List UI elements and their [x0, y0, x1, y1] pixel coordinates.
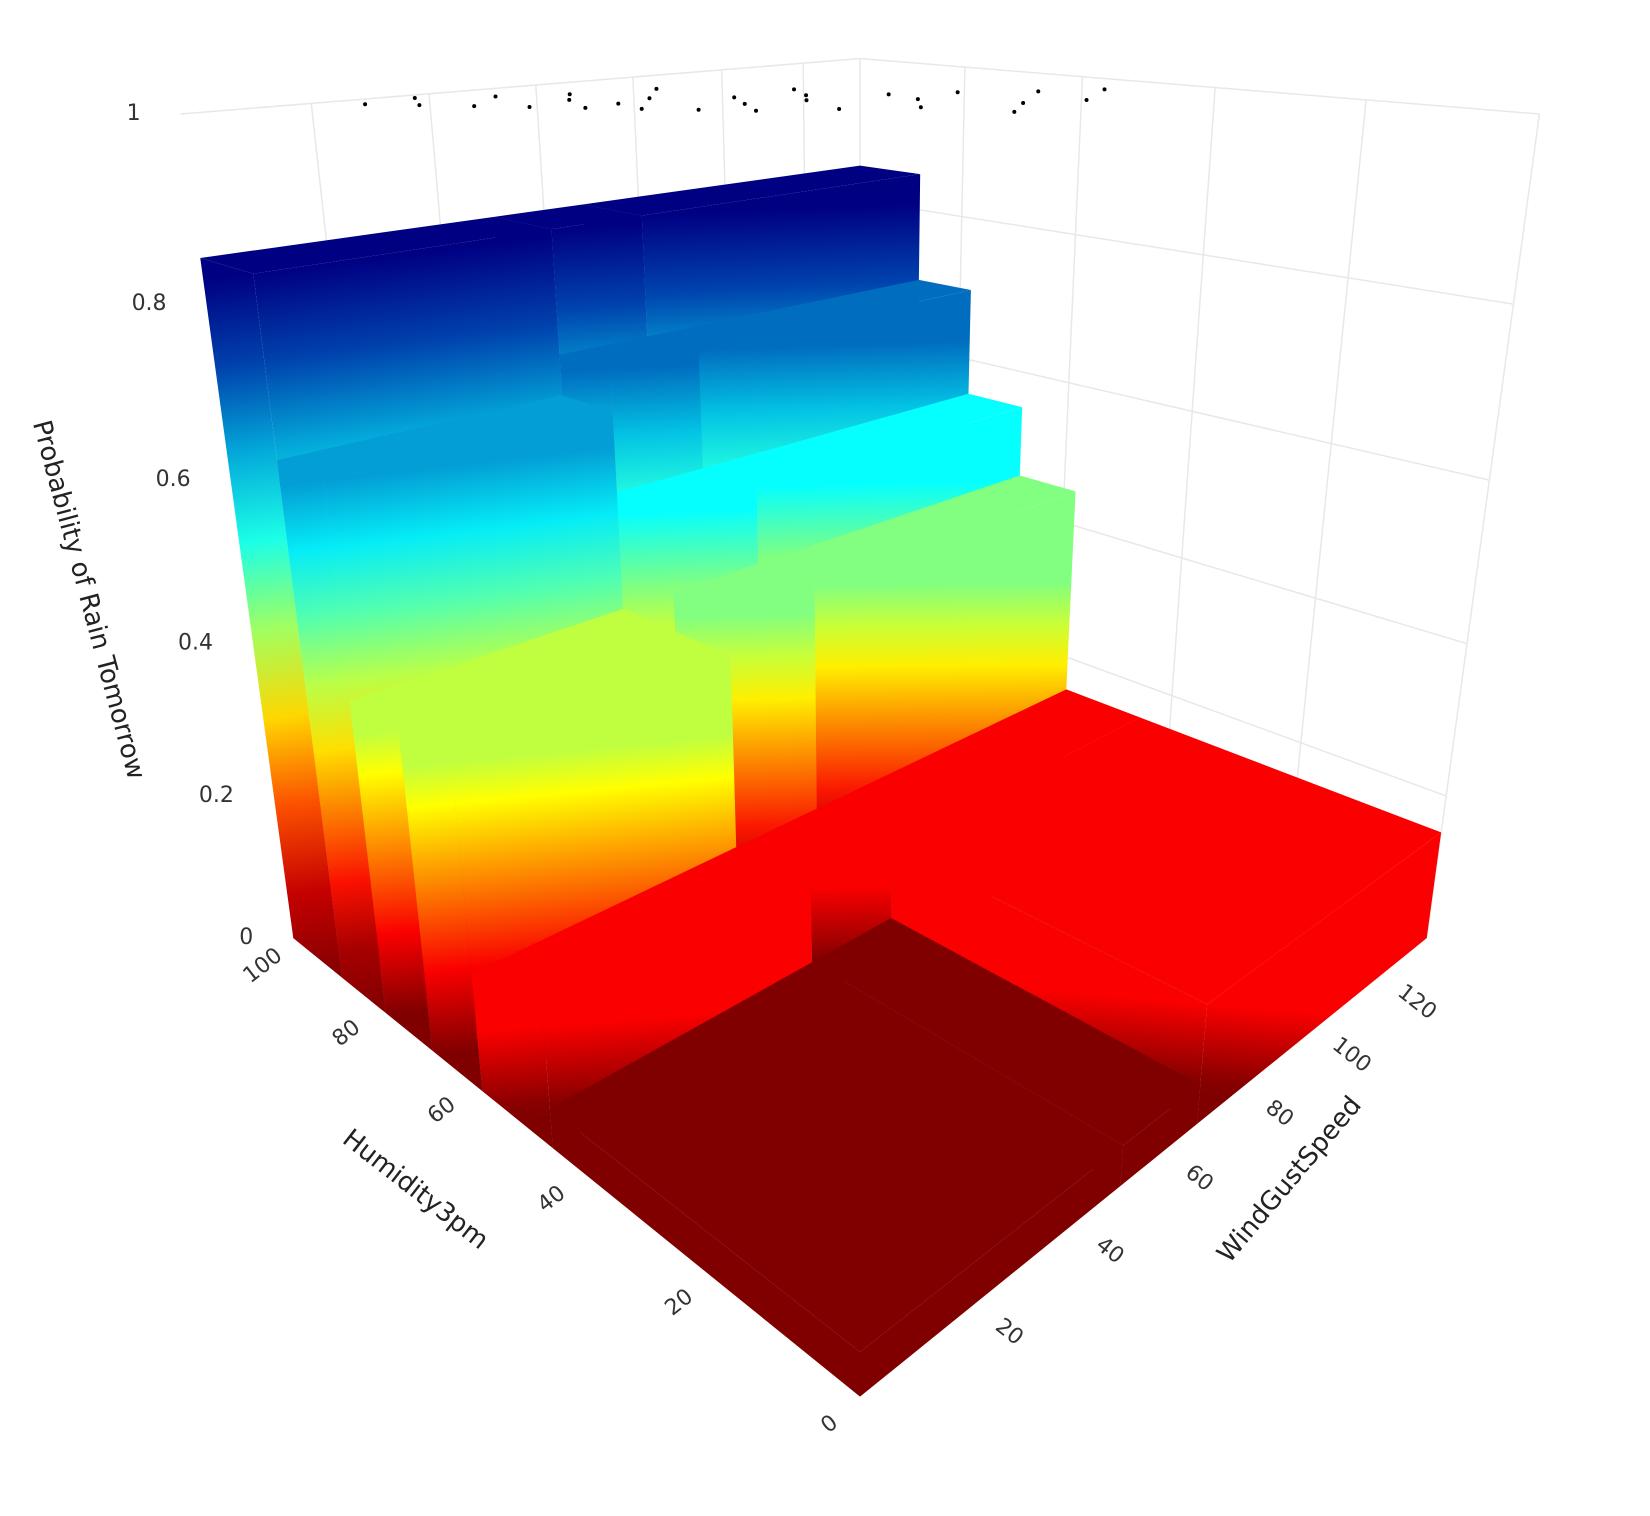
grid-line — [180, 57, 861, 115]
surface-top — [471, 847, 811, 1027]
scatter-point — [804, 93, 809, 98]
surface-top — [549, 962, 1124, 1352]
scatter-point — [1036, 89, 1041, 94]
grid-line — [1286, 99, 1367, 879]
surface-side — [549, 1108, 860, 1397]
z-tick-label: 0.6 — [156, 467, 191, 492]
surface-top — [559, 336, 699, 370]
scatter-point — [837, 106, 842, 111]
surface-side — [471, 973, 553, 1149]
z-tick-label: 0.8 — [132, 291, 167, 316]
surface-side — [1120, 1084, 1201, 1186]
y-tick-label: 80 — [1261, 1095, 1298, 1132]
scatter-point — [742, 101, 747, 106]
surface-side — [860, 1145, 1124, 1397]
surface-top — [758, 475, 1076, 586]
surface-top — [891, 717, 1442, 1005]
scatter-point — [754, 108, 759, 113]
surface-top — [349, 608, 676, 731]
x-tick-label: 20 — [661, 1284, 698, 1321]
surface-side — [200, 257, 343, 978]
scatter-point — [918, 105, 923, 110]
scatter-point — [1084, 98, 1089, 103]
z-axis-title: Probability of Rain Tomorrow — [26, 417, 151, 783]
grid-line — [1425, 113, 1541, 939]
y-tick-label: 40 — [1091, 1232, 1128, 1269]
scatter-point — [804, 98, 809, 103]
y-tick-label: 60 — [1180, 1160, 1217, 1197]
scatter-point — [567, 92, 572, 97]
scatter-point — [915, 97, 920, 102]
x-tick-label: 0 — [816, 1410, 842, 1438]
z-tick-label: 0.4 — [178, 631, 213, 656]
x-tick-label: 80 — [328, 1015, 365, 1052]
scatter-point — [472, 104, 477, 109]
surface-top — [276, 395, 613, 481]
grid-line — [1161, 87, 1216, 826]
scatter-point — [955, 90, 960, 95]
scatter-point — [363, 102, 368, 107]
surface-top — [673, 563, 815, 616]
scatter-point — [527, 104, 532, 109]
scatter-point — [792, 87, 797, 92]
scatter-point — [886, 92, 891, 97]
surface-side — [276, 460, 386, 1014]
scatter-point — [567, 97, 572, 102]
surface-top — [702, 393, 1023, 487]
scatter-point — [493, 94, 498, 99]
surface-top — [582, 165, 921, 216]
surface-top — [811, 918, 1201, 1146]
surface-side — [398, 730, 483, 1092]
y-tick-label: 100 — [1327, 1032, 1375, 1078]
x-axis-title: Humidity3pm — [337, 1124, 494, 1256]
scatter-point — [639, 106, 644, 111]
scatter-point — [412, 95, 417, 100]
x-tick-label: 40 — [533, 1181, 570, 1218]
z-tick-label: 1 — [127, 101, 141, 126]
surface-top — [616, 468, 757, 512]
scatter-point — [1012, 109, 1017, 114]
z-tick-label: 0.2 — [199, 783, 234, 808]
surface-top — [398, 631, 731, 762]
grid-line — [859, 199, 1514, 305]
surface-top — [493, 204, 642, 230]
scatter-point — [1102, 87, 1107, 92]
y-tick-label: 20 — [990, 1314, 1027, 1351]
scatter-point — [654, 86, 659, 91]
surface-side — [349, 701, 433, 1051]
x-tick-label: 60 — [423, 1092, 460, 1129]
scatter-point — [732, 95, 737, 100]
scatter-point — [417, 103, 422, 108]
surface-top — [816, 689, 1140, 847]
surface-top — [647, 279, 971, 351]
grid-line — [859, 57, 1540, 115]
scatter-point — [616, 101, 621, 106]
scatter-point — [647, 96, 652, 101]
z-tick-label: 0 — [239, 925, 253, 950]
surface-top — [200, 216, 552, 274]
scatter-point — [1021, 101, 1026, 106]
surface-top — [736, 808, 892, 889]
y-tick-label: 120 — [1393, 979, 1441, 1025]
surface-side — [1196, 832, 1442, 1125]
scatter-point — [583, 105, 588, 110]
scatter-point — [696, 107, 701, 112]
